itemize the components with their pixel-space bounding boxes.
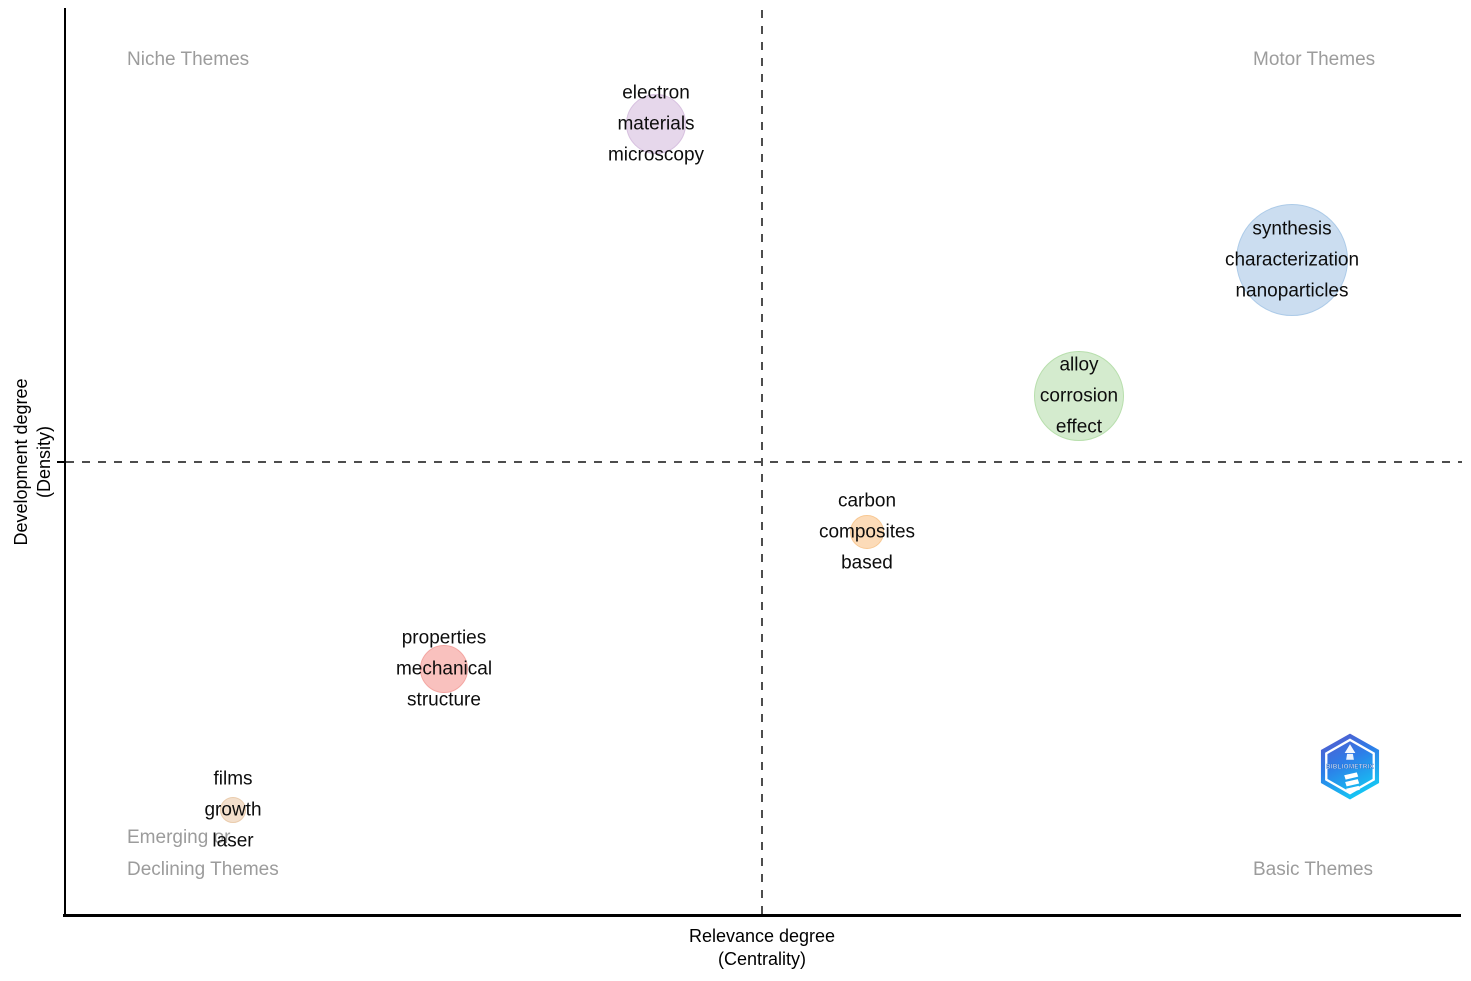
x-axis-title: Relevance degree (Centrality) bbox=[688, 926, 836, 969]
horizontal-median-dashed-line bbox=[66, 461, 1462, 463]
theme-bubble-electron-materials-microscopy bbox=[626, 94, 686, 154]
theme-label-alloy-corrosion-effect: alloy corrosion effect bbox=[1039, 354, 1119, 438]
theme-label-electron-materials-microscopy: electron materials microscopy bbox=[607, 82, 705, 166]
quadrant-label-declining-line2: Declining Themes bbox=[127, 859, 279, 880]
logo-lighthouse-tower bbox=[1346, 753, 1354, 760]
x-axis-line bbox=[63, 914, 1461, 917]
quadrant-label-niche-themes: Niche Themes bbox=[127, 49, 250, 70]
theme-label-properties-mechanical-structure: properties mechanical structure bbox=[395, 627, 493, 711]
y-axis-line bbox=[64, 8, 66, 915]
theme-label-synthesis-characterization-nanoparticles: synthesis characterization nanoparticles bbox=[1224, 218, 1360, 302]
y-axis-title: Development degree (Density) bbox=[11, 378, 54, 546]
y-axis-tick bbox=[57, 461, 65, 463]
theme-bubble-synthesis-characterization-nanoparticles bbox=[1236, 204, 1348, 316]
quadrant-label-motor-themes: Motor Themes bbox=[1253, 49, 1376, 70]
bibliometrix-logo: BIBLIOMETRIX bbox=[1319, 732, 1381, 807]
quadrant-label-basic-themes: Basic Themes bbox=[1253, 859, 1374, 880]
logo-lighthouse-beacon bbox=[1344, 744, 1356, 753]
theme-bubble-films-growth-laser bbox=[220, 797, 246, 823]
logo-lighthouse-stripe-1 bbox=[1344, 772, 1359, 780]
theme-bubble-alloy-corrosion-effect bbox=[1034, 351, 1124, 441]
logo-lighthouse-stripe-3 bbox=[1346, 785, 1360, 793]
bibliometrix-logo-svg: BIBLIOMETRIX bbox=[1320, 733, 1380, 800]
theme-bubble-carbon-composites-based bbox=[850, 515, 884, 549]
quadrant-label-emerging-line1: Emerging or bbox=[127, 827, 231, 848]
logo-inner-hexagon bbox=[1325, 738, 1375, 795]
logo-wordmark: BIBLIOMETRIX bbox=[1326, 763, 1375, 770]
logo-hexagon bbox=[1320, 733, 1380, 800]
theme-label-carbon-composites-based: carbon composites based bbox=[818, 490, 916, 574]
theme-label-films-growth-laser: films growth laser bbox=[204, 768, 262, 852]
logo-lighthouse-stripe-2 bbox=[1345, 779, 1360, 787]
theme-bubble-properties-mechanical-structure bbox=[420, 645, 468, 693]
